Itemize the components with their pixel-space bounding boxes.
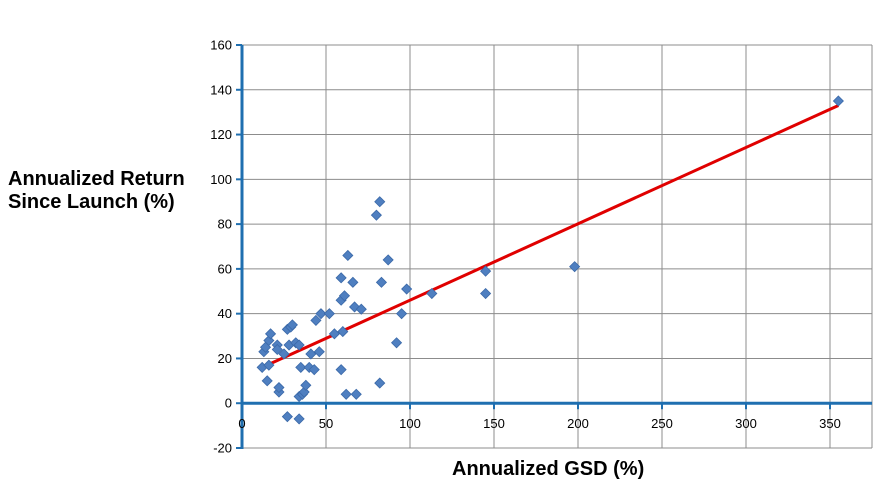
data-point [300,379,312,391]
x-tick-label: 250 [651,416,673,431]
x-tick-label: 350 [819,416,841,431]
data-point [426,287,438,300]
data-point [313,346,325,358]
y-tick-label: 20 [218,351,232,366]
y-tick-label: 80 [218,217,232,232]
data-point [342,249,354,262]
data-point [328,328,340,340]
data-point [310,314,322,326]
x-axis-label: Annualized GSD (%) [452,458,645,480]
y-tick-label: 160 [210,38,232,53]
trendline [261,104,840,369]
y-tick-label: 0 [225,396,232,411]
x-tick-label: 50 [319,416,333,431]
data-point [337,326,349,338]
data-point [374,196,386,208]
y-tick-label: -20 [213,441,232,456]
x-tick-label: 300 [735,416,757,431]
y-axis-label-line-1: Annualized Return [8,168,185,190]
data-point [382,254,394,266]
data-point [308,364,320,376]
data-point [480,287,492,300]
data-point [278,348,290,360]
data-point [295,361,307,373]
axes [236,44,872,449]
data-point [323,308,335,320]
data-point [263,359,275,371]
data-point [375,276,388,288]
data-point [350,388,362,400]
x-tick-label: 100 [399,416,421,431]
data-point [315,308,327,320]
data-point [286,319,298,331]
y-axis-label-line-2: Since Launch (%) [8,191,175,213]
data-point [271,343,283,356]
data-point [480,265,492,277]
data-point [401,283,413,295]
data-point [347,276,359,288]
data-points [256,95,844,425]
x-tick-label: 150 [483,416,505,431]
y-tick-label: 60 [218,261,232,276]
data-point [396,308,408,320]
data-point [293,413,305,425]
trendline-layer [261,104,840,369]
data-point [374,377,386,389]
data-point [370,209,382,221]
data-point [261,375,273,387]
x-tick-label: 0 [238,416,245,431]
y-axis-label: Annualized Return Since Launch (%) [8,168,185,214]
data-point [335,272,347,284]
data-point [264,328,277,340]
y-tick-label: 40 [218,306,232,321]
data-point [335,364,347,376]
data-point [281,411,293,423]
x-tick-label: 200 [567,416,589,431]
y-tick-label: 100 [210,172,232,187]
y-tick-label: 140 [210,82,232,97]
data-point [305,348,317,360]
data-point [390,337,403,349]
data-point [832,95,844,107]
data-point [569,261,581,273]
y-tick-label: 120 [210,127,232,142]
grid-lines [242,44,873,449]
data-point [273,381,285,394]
data-point [293,339,305,351]
tick-labels: -20 0 20 40 60 80 100 120 140 160 0 50 100 150 200 250 3… [210,38,841,456]
data-point [355,303,367,315]
data-point [338,290,351,302]
data-point [340,388,352,400]
